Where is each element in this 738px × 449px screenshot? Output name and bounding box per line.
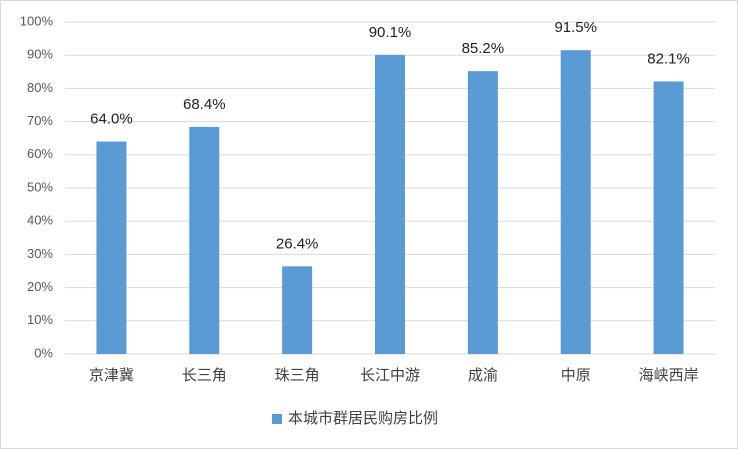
legend-label: 本城市群居民购房比例 bbox=[288, 410, 438, 427]
data-label: 90.1% bbox=[369, 24, 412, 41]
y-tick-label: 50% bbox=[27, 179, 53, 194]
y-tick-label: 90% bbox=[27, 47, 53, 62]
bar bbox=[96, 141, 127, 354]
y-tick-label: 20% bbox=[27, 279, 53, 294]
bar bbox=[653, 81, 684, 354]
legend-swatch bbox=[272, 414, 282, 424]
x-tick-label: 长三角 bbox=[182, 367, 227, 384]
bar bbox=[189, 126, 220, 354]
y-tick-label: 10% bbox=[27, 312, 53, 327]
y-tick-label: 30% bbox=[27, 246, 53, 261]
y-tick-label: 60% bbox=[27, 146, 53, 161]
bar bbox=[560, 50, 591, 354]
y-tick-label: 70% bbox=[27, 113, 53, 128]
bar bbox=[282, 266, 313, 354]
data-label: 85.2% bbox=[462, 40, 505, 57]
data-label: 91.5% bbox=[554, 19, 597, 36]
y-tick-label: 0% bbox=[34, 345, 53, 360]
data-label: 68.4% bbox=[183, 96, 226, 113]
x-tick-label: 珠三角 bbox=[275, 367, 320, 384]
bar bbox=[467, 71, 498, 355]
y-tick-label: 40% bbox=[27, 213, 53, 228]
x-tick-label: 海峡西岸 bbox=[639, 367, 699, 384]
data-label: 64.0% bbox=[90, 110, 133, 127]
y-tick-label: 100% bbox=[20, 13, 54, 28]
x-tick-label: 京津冀 bbox=[89, 367, 134, 384]
data-label: 82.1% bbox=[647, 50, 690, 67]
data-label: 26.4% bbox=[276, 235, 319, 252]
bar bbox=[375, 54, 405, 354]
x-tick-label: 长江中游 bbox=[360, 367, 420, 384]
y-tick-label: 80% bbox=[27, 80, 53, 95]
x-tick-label: 成渝 bbox=[468, 367, 498, 384]
x-tick-label: 中原 bbox=[561, 367, 591, 384]
